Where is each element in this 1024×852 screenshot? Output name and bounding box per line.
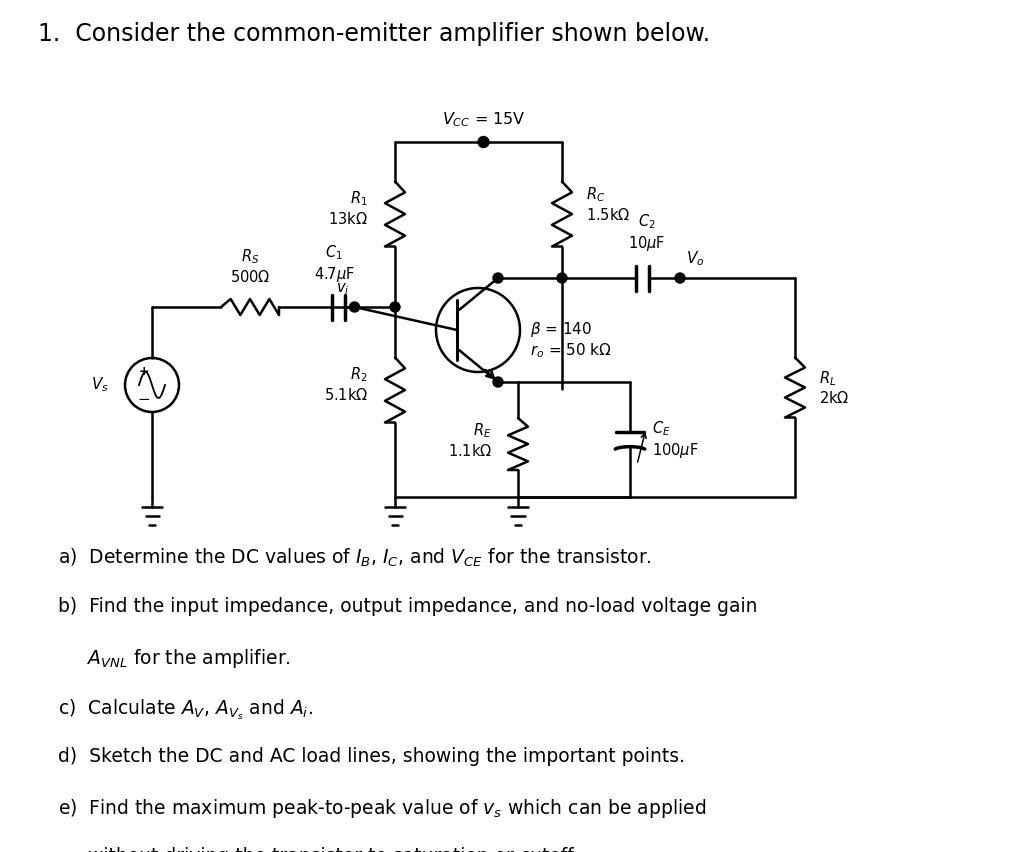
Text: $V_s$: $V_s$: [91, 376, 109, 394]
Circle shape: [390, 302, 400, 312]
Text: 1.  Consider the common-emitter amplifier shown below.: 1. Consider the common-emitter amplifier…: [38, 22, 710, 46]
Text: $R_2$
5.1k$\Omega$: $R_2$ 5.1k$\Omega$: [324, 366, 368, 403]
Text: $R_L$
2k$\Omega$: $R_L$ 2k$\Omega$: [819, 369, 849, 406]
Circle shape: [675, 273, 685, 283]
Circle shape: [478, 136, 489, 147]
Text: $\beta$ = 140
$r_o$ = 50 k$\Omega$: $\beta$ = 140 $r_o$ = 50 k$\Omega$: [530, 320, 612, 360]
Text: $R_1$
13k$\Omega$: $R_1$ 13k$\Omega$: [329, 189, 368, 227]
Text: e)  Find the maximum peak-to-peak value of $v_s$ which can be applied: e) Find the maximum peak-to-peak value o…: [58, 797, 707, 820]
Text: d)  Sketch the DC and AC load lines, showing the important points.: d) Sketch the DC and AC load lines, show…: [58, 747, 685, 766]
Text: $V_o$: $V_o$: [686, 250, 705, 268]
Text: c)  Calculate $A_V$, $A_{V_s}$ and $A_i$.: c) Calculate $A_V$, $A_{V_s}$ and $A_i$.: [58, 697, 313, 722]
Text: −: −: [137, 393, 151, 407]
Text: $V_{CC}$ = 15V: $V_{CC}$ = 15V: [441, 110, 525, 129]
Circle shape: [493, 273, 503, 283]
Text: $C_1$
4.7$\mu$F: $C_1$ 4.7$\mu$F: [313, 244, 354, 284]
Text: $A_{VNL}$ for the amplifier.: $A_{VNL}$ for the amplifier.: [58, 647, 291, 670]
Text: b)  Find the input impedance, output impedance, and no-load voltage gain: b) Find the input impedance, output impe…: [58, 597, 758, 616]
Text: $C_E$
100$\mu$F: $C_E$ 100$\mu$F: [652, 419, 698, 460]
Text: +: +: [138, 366, 150, 378]
Text: $R_C$
1.5k$\Omega$: $R_C$ 1.5k$\Omega$: [586, 186, 630, 222]
Circle shape: [493, 377, 503, 387]
Circle shape: [557, 273, 567, 283]
Text: without driving the transistor to saturation or cutoff.: without driving the transistor to satura…: [58, 847, 579, 852]
Text: $R_E$
1.1k$\Omega$: $R_E$ 1.1k$\Omega$: [447, 422, 492, 458]
Text: $v_i$: $v_i$: [336, 281, 349, 297]
Text: a)  Determine the DC values of $I_B$, $I_C$, and $V_{CE}$ for the transistor.: a) Determine the DC values of $I_B$, $I_…: [58, 547, 651, 569]
Text: $R_S$
500$\Omega$: $R_S$ 500$\Omega$: [229, 248, 270, 285]
Circle shape: [349, 302, 359, 312]
Text: $C_2$
10$\mu$F: $C_2$ 10$\mu$F: [629, 212, 666, 253]
